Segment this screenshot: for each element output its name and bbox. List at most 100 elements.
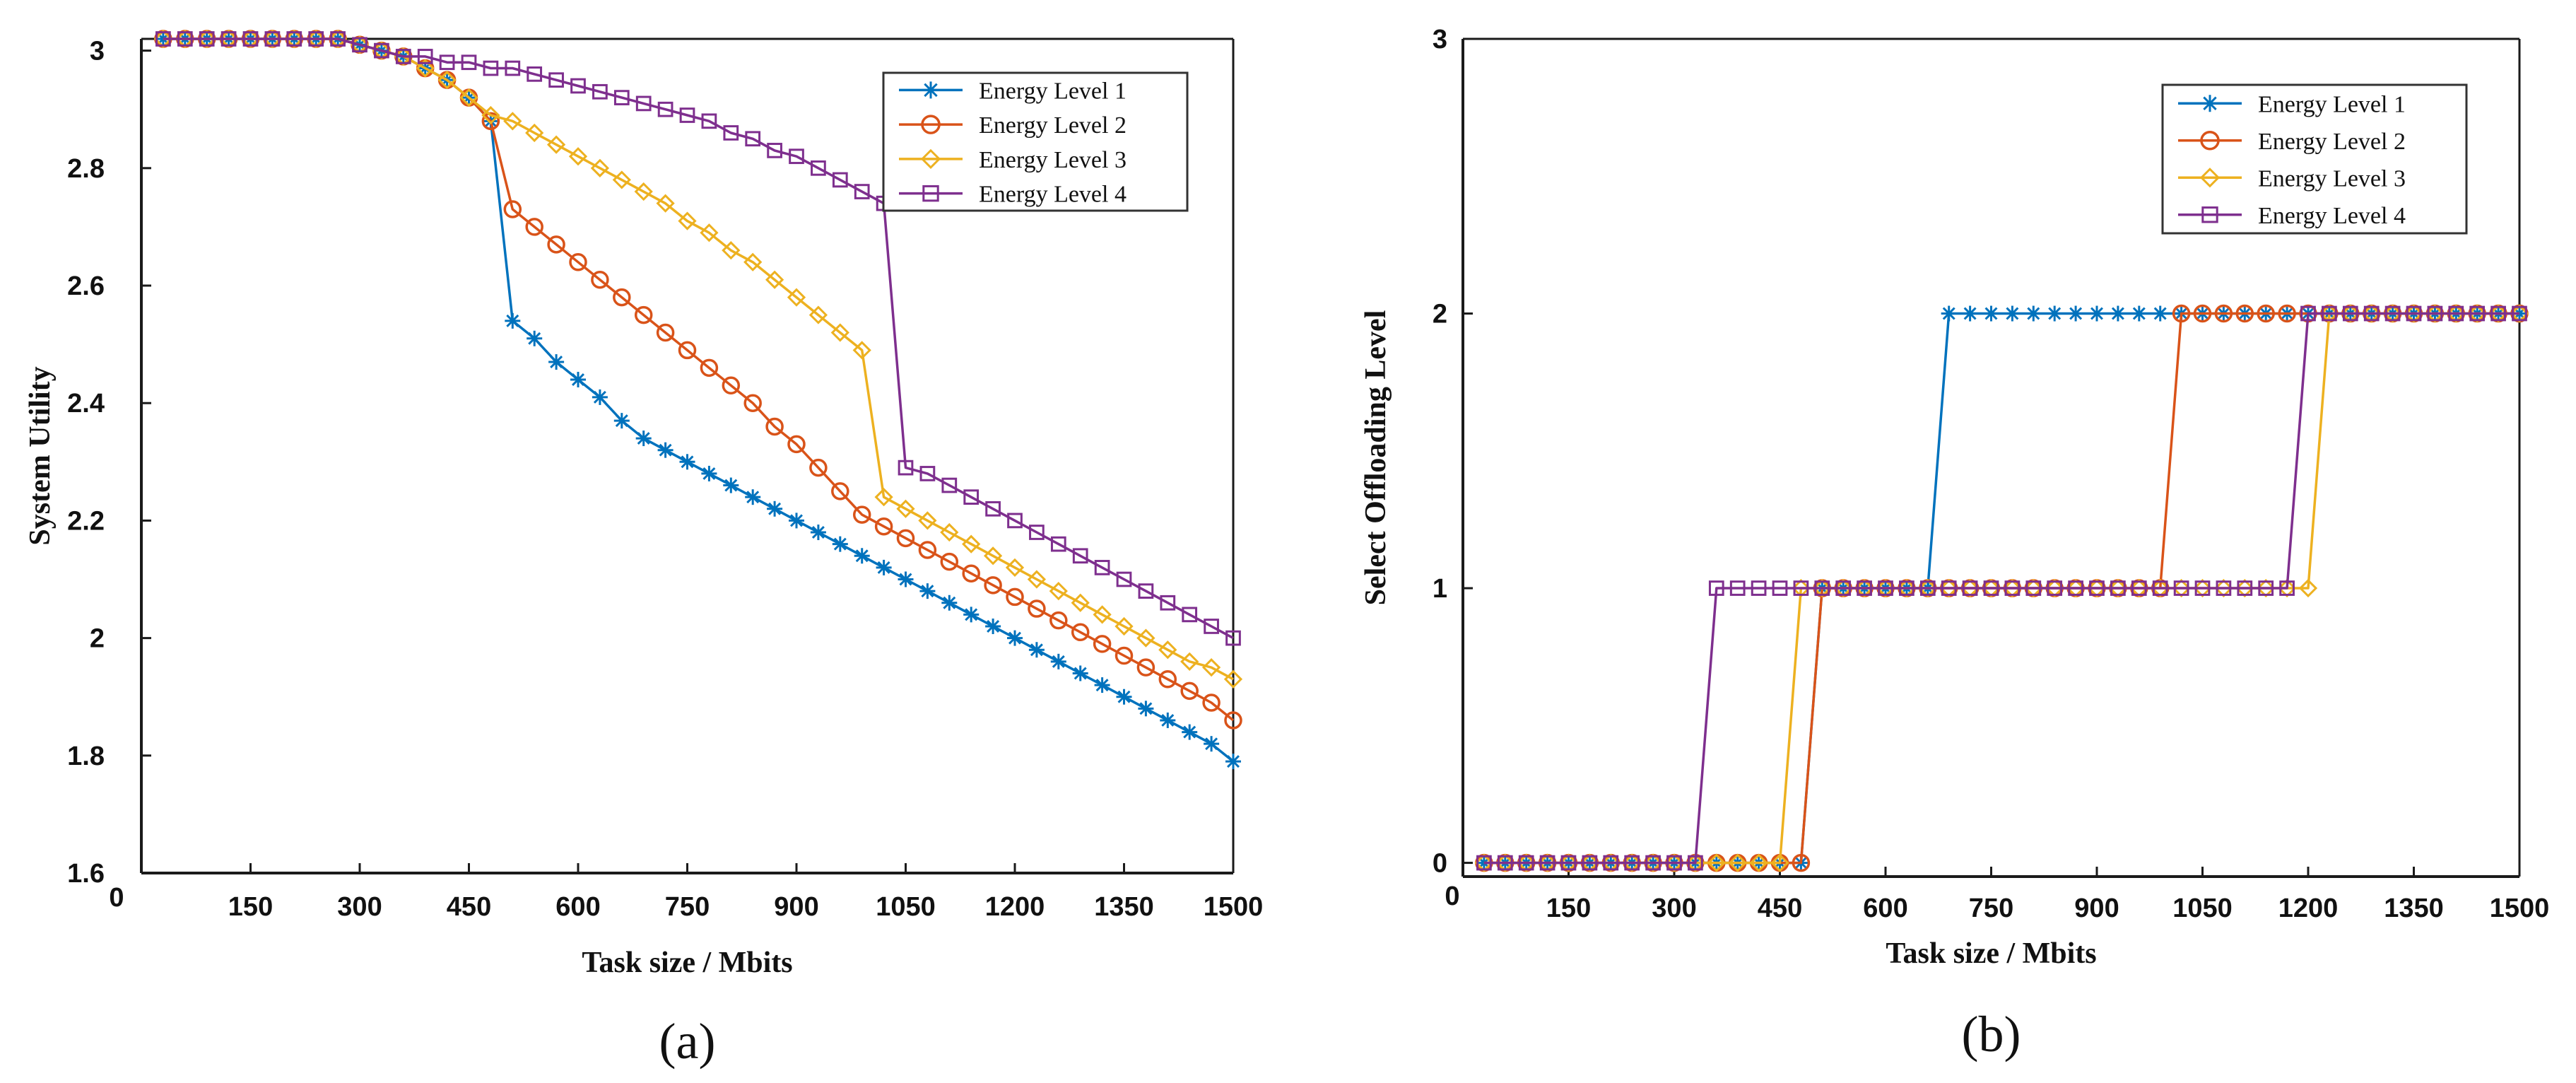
data-point <box>2173 580 2189 596</box>
data-point <box>483 60 499 76</box>
series-4 <box>1476 305 2527 871</box>
data-point <box>985 618 1001 634</box>
data-point <box>1202 693 1221 712</box>
data-point <box>679 454 695 470</box>
data-point <box>481 105 500 125</box>
y-tick-label: 2 <box>1433 300 1447 329</box>
data-point <box>701 465 717 481</box>
data-point <box>1814 580 1830 596</box>
data-point <box>1960 578 1980 598</box>
legend-swatch-marker <box>921 115 941 134</box>
data-point <box>503 200 522 218</box>
panel-label: (a) <box>659 1013 716 1070</box>
data-point <box>2152 305 2168 322</box>
data-point <box>525 123 544 143</box>
y-tick-label: 2.8 <box>67 154 105 184</box>
data-point <box>635 431 652 447</box>
data-point <box>941 477 958 493</box>
data-point <box>1919 580 1936 596</box>
data-point <box>2004 305 2021 322</box>
data-point <box>896 499 915 518</box>
data-point <box>1093 605 1112 624</box>
data-point <box>723 477 739 493</box>
data-point <box>307 29 326 49</box>
data-point <box>1138 583 1154 599</box>
data-point <box>1664 853 1684 872</box>
data-point <box>2193 578 2212 598</box>
data-point <box>1538 853 1557 872</box>
data-point <box>613 90 630 105</box>
data-point <box>2172 578 2191 598</box>
data-point <box>962 534 981 554</box>
data-point <box>940 522 959 542</box>
data-point <box>2342 305 2358 322</box>
x-tick-label: 300 <box>1652 894 1696 923</box>
data-point <box>896 529 915 548</box>
legend-swatch-marker <box>920 148 941 169</box>
data-point <box>505 312 521 329</box>
data-point <box>527 66 543 82</box>
x-tick-label: 1200 <box>985 892 1045 922</box>
data-point <box>1559 853 1578 872</box>
x-tick-label: 1050 <box>2172 894 2233 923</box>
data-point <box>525 218 543 236</box>
data-point <box>2468 304 2487 323</box>
data-point <box>2237 580 2253 596</box>
data-point <box>1182 607 1198 623</box>
data-point <box>2131 580 2147 596</box>
data-point <box>155 31 171 47</box>
legend-entry: Energy Level 1 <box>979 78 1127 104</box>
y-tick-label: 2.6 <box>67 271 105 301</box>
data-point <box>328 29 348 49</box>
data-point <box>613 413 630 429</box>
data-point <box>1224 711 1242 730</box>
data-point <box>809 458 828 477</box>
data-point <box>918 511 937 530</box>
data-point <box>876 559 892 575</box>
data-point <box>1772 580 1788 596</box>
data-point <box>1813 578 1832 598</box>
data-point <box>2110 305 2126 322</box>
data-point <box>592 389 608 405</box>
data-point <box>2172 304 2191 323</box>
data-point <box>2298 578 2318 598</box>
data-point <box>395 49 411 64</box>
data-point <box>1005 558 1025 578</box>
data-point <box>2129 578 2148 598</box>
origin-label: 0 <box>1445 882 1459 911</box>
data-point <box>678 341 697 360</box>
data-point <box>1897 578 1917 598</box>
data-point <box>743 394 762 412</box>
data-point <box>767 500 783 517</box>
data-point <box>852 341 871 360</box>
data-point <box>1072 665 1088 681</box>
data-point <box>2110 580 2126 596</box>
data-point <box>1749 853 1768 872</box>
data-point <box>1792 853 1811 872</box>
data-point <box>1028 642 1045 658</box>
data-point <box>374 42 389 59</box>
x-tick-label: 1350 <box>2384 894 2444 923</box>
data-point <box>1225 630 1241 646</box>
data-point <box>1160 712 1176 728</box>
data-point <box>1582 855 1598 871</box>
data-point <box>1049 582 1068 601</box>
data-point <box>352 37 367 53</box>
data-point <box>634 305 653 324</box>
data-point <box>854 184 870 199</box>
x-tick-label: 150 <box>1546 894 1591 923</box>
data-point <box>199 31 215 47</box>
data-point <box>854 548 870 564</box>
data-point <box>219 29 238 49</box>
data-point <box>656 323 675 342</box>
x-tick-label: 450 <box>447 892 491 922</box>
data-point <box>1686 853 1705 872</box>
data-point <box>527 330 543 346</box>
data-point <box>919 583 936 599</box>
y-tick-label: 3 <box>1433 25 1447 54</box>
data-point <box>811 160 826 176</box>
data-point <box>2512 305 2527 322</box>
x-tick-label: 750 <box>1969 894 2013 923</box>
data-point <box>437 71 457 90</box>
x-tick-label: 150 <box>228 892 273 922</box>
